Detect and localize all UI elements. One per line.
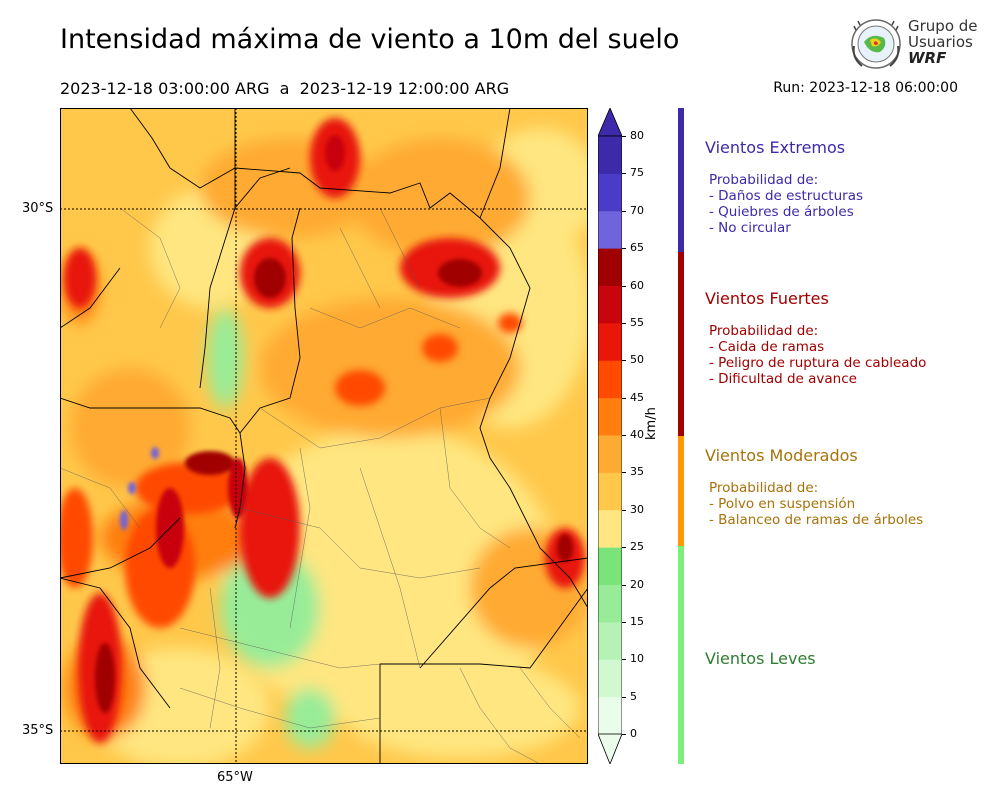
forecast-period: 2023-12-18 03:00:00 ARG a 2023-12-19 12:… [60,79,510,98]
colorbar-tick-label: 40 [630,428,644,441]
run-timestamp: Run: 2023-12-18 06:00:00 [773,80,958,96]
colorbar-tick-mark [622,397,626,399]
colorbar-tick-mark [622,173,626,175]
colorbar-tick-label: 15 [630,614,644,628]
political-borders [60,108,588,764]
colorbar-tick-label: 20 [630,577,644,591]
graticule [60,108,588,764]
lon-label-65w: 65°W [217,770,253,785]
colorbar-tick-label: 55 [630,315,644,329]
department-borders [60,207,581,764]
colorbar-tick-label: 50 [630,353,644,367]
colorbar-tick-mark [622,584,626,586]
category-desc-extremos: Probabilidad de: - Daños de estructuras … [709,172,864,236]
colorbar-extend-min [597,733,623,766]
colorbar-tick-label: 45 [630,390,644,404]
colorbar-tick-mark [622,210,626,212]
colorbar-tick-mark [622,621,626,623]
colorbar-bin [598,547,622,585]
colorbar-tick-label: 65 [630,241,644,255]
category-desc-fuertes: Probabilidad de: - Caida de ramas - Peli… [709,323,927,387]
colorbar-tick-label: 10 [630,652,644,666]
category-title-fuertes: Vientos Fuertes [705,289,829,308]
colorbar-bin [598,659,622,698]
chart-title: Intensidad máxima de viento a 10m del su… [60,24,680,55]
colorbar-tick-mark [622,322,626,324]
grupo-usuarios-wrf-logo: Grupo de Usuarios WRF [848,16,978,72]
colorbar-bin [598,360,622,399]
colorbar-bin [598,397,622,436]
colorbar-tick-mark [622,696,626,698]
colorbar-tick-label: 30 [630,502,644,516]
colorbar-tick-mark [622,435,626,436]
colorbar-tick-mark [622,547,626,549]
colorbar-tick-mark [622,136,626,137]
colorbar-bin [598,248,622,286]
category-desc-moderados: Probabilidad de: - Polvo en suspensión -… [709,480,924,528]
colorbar-bin [598,584,622,623]
colorbar-bin [598,472,622,511]
colorbar-bin [598,322,622,361]
colorbar-tick-label: 75 [630,166,644,180]
colorbar-bin [598,285,622,324]
colorbar-tick-mark [622,285,626,287]
colorbar [597,106,623,766]
category-title-extremos: Vientos Extremos [705,138,846,157]
colorbar-tick-label: 60 [630,278,644,292]
legend-bar-fuertes [678,252,684,436]
wind-map [60,108,588,764]
colorbar-tick-label: 70 [630,203,644,217]
legend-bar-extremos [678,108,684,252]
colorbar-unit: km/h [644,407,659,440]
colorbar-bin [598,210,622,249]
legend-bar-leves [678,546,684,764]
colorbar-extend-max [597,106,623,137]
colorbar-tick-label: 5 [630,689,637,703]
logo-text: Grupo de Usuarios WRF [908,17,978,67]
colorbar-bin [598,621,622,660]
colorbar-tick-mark [622,472,626,474]
colorbar-tick-label: 80 [630,129,644,142]
colorbar-tick-label: 25 [630,540,644,554]
colorbar-tick-label: 35 [630,465,644,479]
category-title-moderados: Vientos Moderados [705,446,858,465]
legend-bar-moderados [678,436,684,546]
globe-logo-icon [851,19,901,69]
category-title-leves: Vientos Leves [705,649,816,668]
colorbar-tick-mark [622,659,626,661]
colorbar-tick-mark [622,509,626,511]
lat-label-30s: 30°S [22,201,54,216]
colorbar-bin [598,435,622,473]
colorbar-tick-mark [622,734,626,735]
colorbar-bin [598,136,622,174]
colorbar-bin [598,509,622,548]
colorbar-tick-mark [622,248,626,250]
colorbar-bin [598,696,622,735]
lat-label-35s: 35°S [22,723,54,738]
colorbar-tick-mark [622,360,626,362]
colorbar-tick-label: 0 [630,727,637,740]
wind-field [60,108,588,764]
colorbar-bin [598,173,622,212]
